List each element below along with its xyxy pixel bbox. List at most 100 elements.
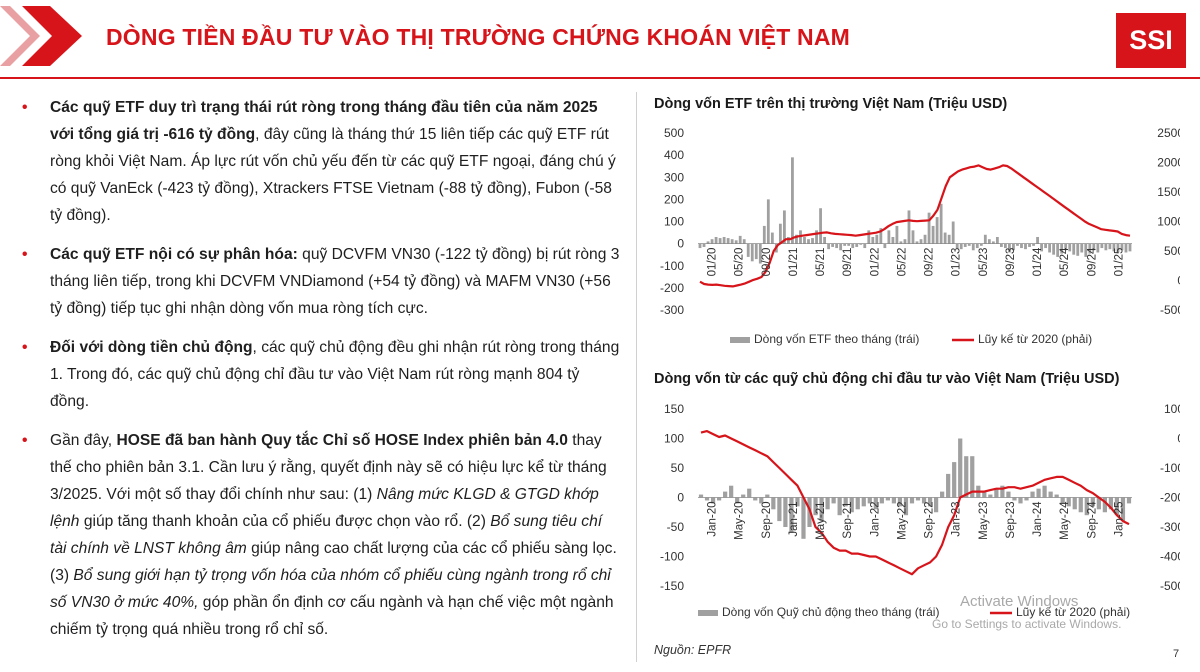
monthly-flow-bar — [979, 243, 983, 246]
monthly-flow-bar — [1052, 243, 1056, 255]
monthly-flow-bar — [787, 236, 790, 244]
commentary-column: • Các quỹ ETF duy trì trạng thái rút ròn… — [22, 94, 622, 655]
monthly-flow-bar — [729, 485, 734, 498]
monthly-flow-bar — [1114, 497, 1120, 516]
left-axis-tick-label: -300 — [660, 303, 684, 317]
monthly-flow-bar — [1064, 243, 1068, 251]
monthly-flow-bar — [847, 243, 851, 246]
cumulative-line — [700, 429, 1130, 576]
monthly-flow-bar — [1092, 243, 1096, 251]
bullet-text: giúp nâng cao chất lượng của các cổ phiế… — [50, 540, 617, 584]
monthly-flow-bar — [885, 497, 890, 501]
monthly-flow-bar — [1000, 485, 1005, 498]
monthly-flow-bar — [1048, 243, 1052, 253]
monthly-flow-bar — [1008, 243, 1011, 253]
monthly-flow-bar — [1076, 243, 1080, 256]
right-axis-tick-label: 1500 — [1157, 185, 1180, 199]
legend-bar-label: Dòng vốn Quỹ chủ động theo tháng (trái) — [722, 605, 939, 619]
left-axis-tick-label: 0 — [677, 237, 684, 251]
monthly-flow-bar — [952, 462, 957, 498]
monthly-flow-bar — [891, 497, 897, 504]
monthly-flow-bar — [795, 234, 798, 244]
monthly-flow-bar — [723, 491, 728, 498]
right-axis-tick-label: 0 — [1177, 432, 1180, 446]
monthly-flow-bar — [716, 497, 722, 501]
bullet-text: góp phần ổn định cơ cấu ngành và hạn chế… — [50, 594, 614, 638]
monthly-flow-bar — [1054, 494, 1059, 498]
page-header: DÒNG TIỀN ĐẦU TƯ VÀO THỊ TRƯỜNG CHỨNG KH… — [0, 0, 1200, 78]
monthly-flow-bar — [931, 225, 935, 244]
bullet-text: thay thế cho phiên bản 3.1. Cần lưu ý rằ… — [50, 432, 607, 503]
monthly-flow-bar — [970, 456, 975, 498]
monthly-flow-bar — [722, 236, 726, 244]
monthly-flow-bar — [987, 239, 991, 244]
monthly-flow-bar — [825, 497, 830, 510]
monthly-flow-bar — [831, 497, 836, 504]
x-axis-tick-label: 05/24 — [1059, 247, 1071, 276]
monthly-flow-bar — [1104, 243, 1108, 251]
bullet-dot: • — [22, 432, 28, 449]
page-title: DÒNG TIỀN ĐẦU TƯ VÀO THỊ TRƯỜNG CHỨNG KH… — [106, 24, 851, 50]
right-axis-tick-label: 2000 — [1157, 156, 1180, 170]
x-axis-tick-label: Sep-20 — [761, 502, 773, 539]
monthly-flow-bar — [735, 497, 740, 504]
monthly-flow-bar — [947, 234, 951, 244]
left-axis-tick-label: 400 — [664, 148, 684, 162]
monthly-flow-bar — [782, 210, 786, 244]
monthly-flow-bar — [1116, 243, 1120, 253]
monthly-flow-bar — [1048, 491, 1053, 498]
monthly-flow-bar — [835, 243, 839, 249]
monthly-flow-bar — [1120, 497, 1126, 522]
column-divider — [636, 92, 637, 662]
monthly-flow-bar — [730, 239, 734, 244]
monthly-flow-bar — [940, 491, 945, 498]
bullet-dot: • — [22, 99, 28, 116]
monthly-flow-bar — [1102, 497, 1107, 513]
bullet-italic-text: Bổ sung giới hạn tỷ trọng vốn hóa của nh… — [50, 567, 611, 611]
bullet-text: Gần đây, — [50, 432, 117, 449]
monthly-flow-bar — [1036, 236, 1039, 244]
monthly-flow-bar — [1108, 243, 1112, 250]
monthly-flow-bar — [1012, 243, 1015, 251]
monthly-flow-bar — [899, 241, 903, 244]
monthly-flow-bar — [783, 497, 788, 527]
monthly-flow-bar — [734, 240, 738, 244]
x-axis-tick-label: Sep-24 — [1086, 501, 1098, 539]
monthly-flow-bar — [995, 236, 999, 244]
left-axis-tick-label: -200 — [660, 281, 684, 295]
monthly-flow-bar — [1016, 243, 1019, 246]
monthly-flow-bar — [963, 243, 967, 247]
monthly-flow-bar — [849, 497, 854, 513]
x-axis-tick-label: Sep-21 — [842, 502, 854, 539]
x-axis-tick-label: May-21 — [815, 502, 827, 540]
x-axis-tick-label: 01/21 — [788, 248, 800, 277]
monthly-flow-bar — [1100, 243, 1104, 249]
monthly-flow-bar — [1042, 485, 1047, 498]
bullet-text: , đây cũng là tháng thứ 15 liên tiếp các… — [50, 126, 616, 224]
monthly-flow-bar — [887, 230, 891, 244]
monthly-flow-bar — [897, 497, 903, 507]
monthly-flow-bar — [867, 230, 871, 244]
monthly-flow-bar — [964, 456, 969, 498]
monthly-flow-bar — [839, 243, 843, 251]
right-axis-tick-label: 500 — [1164, 244, 1180, 258]
x-axis-tick-label: 01/24 — [1032, 247, 1044, 276]
monthly-flow-bar — [759, 497, 764, 504]
header-divider — [0, 77, 1200, 79]
x-axis-tick-label: Jan-22 — [869, 502, 881, 537]
monthly-flow-bar — [1096, 497, 1101, 510]
monthly-flow-bar — [843, 497, 848, 507]
monthly-flow-bar — [753, 497, 758, 501]
bullet-bold-text: Đối với dòng tiền chủ động — [50, 339, 253, 356]
monthly-flow-bar — [1060, 497, 1065, 504]
monthly-flow-bar — [754, 243, 758, 260]
monthly-flow-bar — [726, 238, 730, 244]
source-note: Nguồn: EPFR — [654, 643, 732, 657]
left-axis-tick-label: 150 — [664, 402, 684, 416]
monthly-flow-bar — [879, 228, 883, 244]
monthly-flow-bar — [967, 243, 971, 246]
left-axis-tick-label: 500 — [664, 126, 684, 140]
monthly-flow-bar — [1028, 243, 1031, 247]
monthly-flow-bar — [955, 243, 959, 249]
